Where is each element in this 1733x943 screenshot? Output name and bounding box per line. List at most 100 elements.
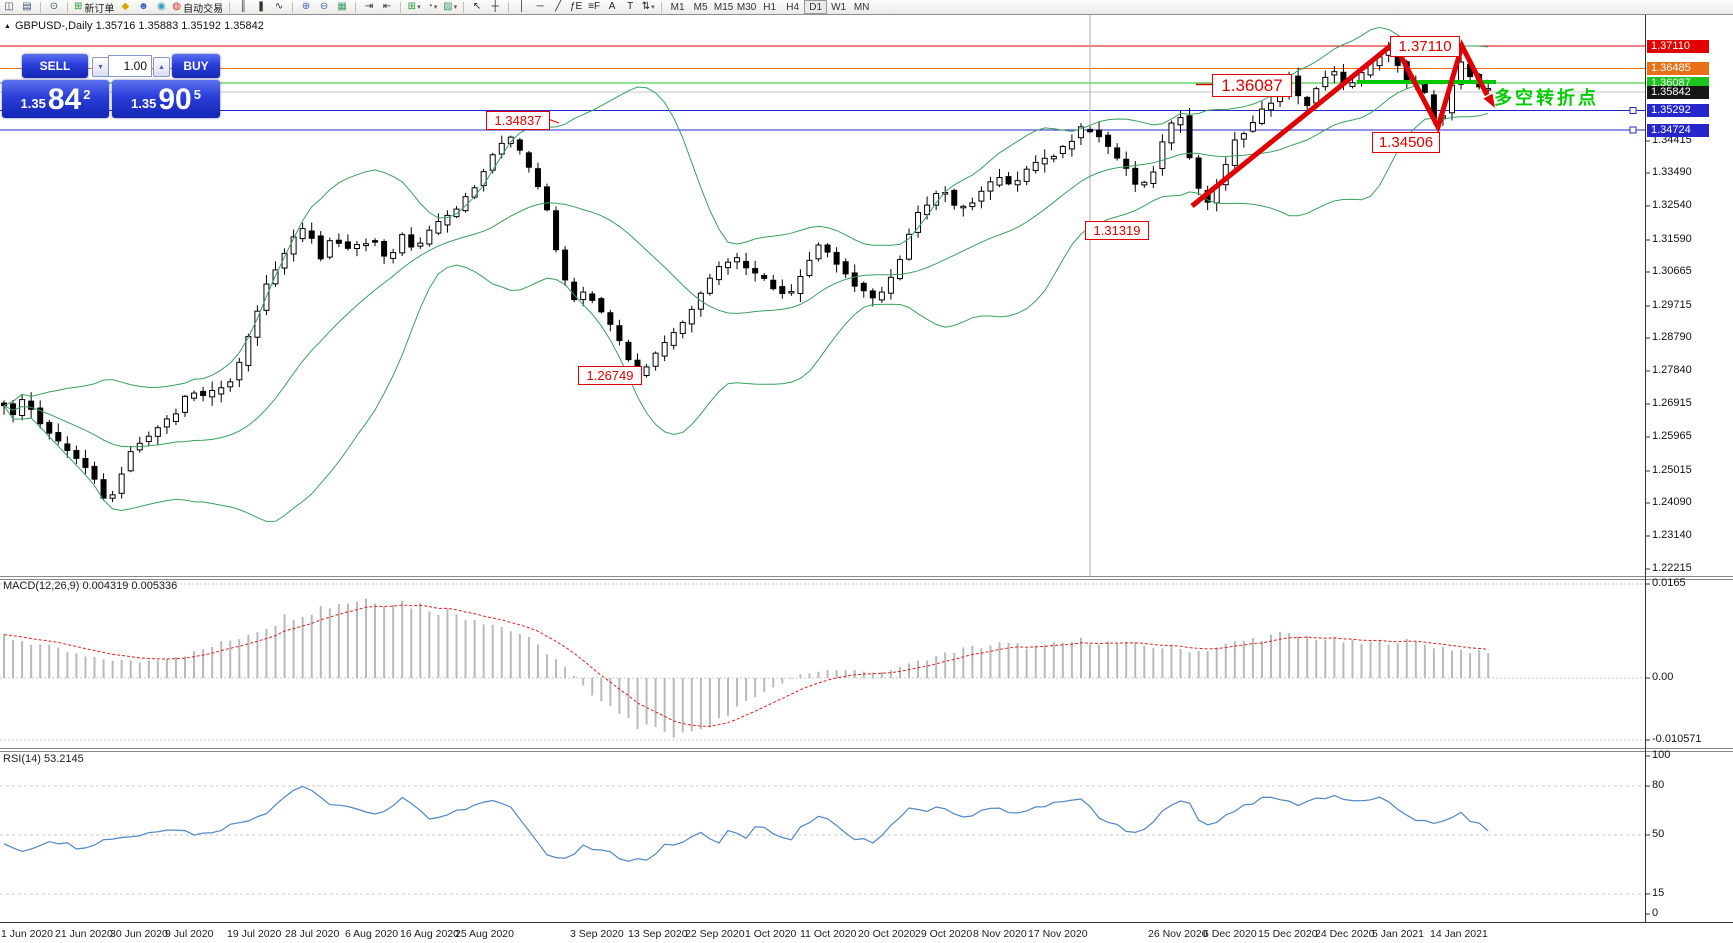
toolbar-group: ⊙ xyxy=(45,1,63,14)
chart-canvas[interactable] xyxy=(0,14,1733,943)
tile-windows-icon[interactable]: ▦ xyxy=(333,1,351,13)
date-axis-label: 25 Aug 2020 xyxy=(455,928,514,940)
annotation-cn-text[interactable]: 多空转折点 xyxy=(1494,88,1599,108)
auto-scroll-icon[interactable]: ⇤ xyxy=(378,1,396,13)
price-annotation-1.26749[interactable]: 1.26749 xyxy=(578,366,642,385)
candle-body xyxy=(399,234,406,254)
bar-chart-icon[interactable]: ║ xyxy=(234,1,252,13)
candle-body xyxy=(942,192,949,195)
new-order-button[interactable]: ⊞ 新订单 xyxy=(72,1,116,15)
fibonacci-icon[interactable]: ƒE xyxy=(567,1,585,13)
buy-button[interactable]: BUY xyxy=(172,54,220,78)
timeframe-m1[interactable]: M1 xyxy=(670,1,685,13)
date-axis-label: 6 Aug 2020 xyxy=(345,928,399,940)
candle-body xyxy=(616,325,623,342)
line-chart-icon[interactable]: ∿ xyxy=(270,1,288,13)
period-icon[interactable]: ◔ ▾ xyxy=(423,1,441,13)
date-axis-label: 1 Oct 2020 xyxy=(745,928,797,940)
cursor-icon-glyph: ↖ xyxy=(472,1,482,12)
timeframe-m5[interactable]: M5 xyxy=(693,1,708,13)
chart-area[interactable]: ▲ GBPUSD-,Daily 1.35716 1.35883 1.35192 … xyxy=(0,14,1733,943)
fibonacci-fan-icon[interactable]: ≡F xyxy=(585,1,603,13)
crosshair-icon[interactable]: ┼ xyxy=(486,1,504,13)
toolbar-separator xyxy=(67,1,68,13)
toolbar-separator xyxy=(463,1,465,13)
profiles-icon[interactable]: ▤ xyxy=(18,1,36,13)
timeframe-m15[interactable]: M15 xyxy=(713,1,734,13)
candle-body xyxy=(1458,61,1465,85)
bar-chart-icon-glyph: ║ xyxy=(239,1,247,12)
buy-price-button[interactable]: 1.35 90 5 xyxy=(112,80,220,118)
date-axis-label: 3 Sep 2020 xyxy=(570,928,624,940)
candle-body xyxy=(1168,122,1175,144)
new-chart-icon[interactable]: ◫ xyxy=(0,1,18,13)
candle-body xyxy=(924,204,931,216)
candle-body xyxy=(1132,167,1139,185)
sell-button[interactable]: SELL xyxy=(22,54,88,78)
main-pane[interactable] xyxy=(0,14,1645,576)
profiles-icon-glyph: ▤ xyxy=(22,1,32,12)
sell-price-button[interactable]: 1.35 84 2 xyxy=(2,80,109,118)
macd-pane[interactable] xyxy=(0,583,1645,741)
zoom-out-icon[interactable]: ⊖ xyxy=(315,1,333,13)
candle-body xyxy=(1249,121,1256,132)
candle-body xyxy=(1159,141,1166,169)
candle-body xyxy=(1331,71,1338,76)
contacts-icon[interactable]: ☻ xyxy=(134,1,152,13)
timeframe-m30[interactable]: M30 xyxy=(736,1,757,13)
volume-input[interactable]: 1.00 xyxy=(108,55,152,77)
price-annotation-1.31319[interactable]: 1.31319 xyxy=(1085,221,1149,240)
candle-body xyxy=(706,277,713,294)
chart-shift-icon[interactable]: ⇥ xyxy=(360,1,378,13)
timeframe-h1[interactable]: H1 xyxy=(763,1,777,13)
candle-body xyxy=(299,228,306,240)
candle-body xyxy=(607,312,614,325)
price-annotation-1.34837[interactable]: 1.34837 xyxy=(486,111,550,130)
candle-body xyxy=(471,187,478,198)
market-watch-icon[interactable]: ⊙ xyxy=(45,1,63,13)
autotrading-button[interactable]: ◍ 自动交易 xyxy=(170,1,225,15)
rsi-pane[interactable] xyxy=(0,785,1645,895)
template-icon[interactable]: ▨ ▾ xyxy=(441,1,459,13)
price-annotation-1.36087[interactable]: 1.36087 xyxy=(1212,74,1292,97)
toolbar-separator xyxy=(292,1,294,13)
candle-body xyxy=(661,342,668,357)
horizontal-line-icon[interactable]: ─ xyxy=(531,1,549,13)
price-annotation-1.34506[interactable]: 1.34506 xyxy=(1372,132,1440,153)
line-handle[interactable] xyxy=(1629,107,1637,114)
candle-body xyxy=(281,252,288,269)
timeframe-h4[interactable]: H4 xyxy=(786,1,800,13)
arrows-icon[interactable]: ⇅ ▾ xyxy=(639,1,657,13)
history-center-icon[interactable]: ◆ xyxy=(116,1,134,13)
vertical-line-icon[interactable]: │ xyxy=(513,1,531,13)
candle-body xyxy=(842,261,849,275)
rsi-indicator-label: RSI(14) 53.2145 xyxy=(3,753,84,765)
timeframe-w1[interactable]: W1 xyxy=(831,1,847,13)
axis-tick-label: 1.24090 xyxy=(1652,496,1692,508)
price-annotation-1.37110[interactable]: 1.37110 xyxy=(1390,36,1460,57)
candle-body xyxy=(752,268,759,274)
timeframe-d1[interactable]: D1 xyxy=(804,0,828,14)
toolbar-group: ⊕ ⊖ ▦ xyxy=(297,1,351,14)
toolbar-separator xyxy=(400,1,402,13)
timeframe-mn[interactable]: MN xyxy=(853,1,870,13)
axis-tick-label: 1.26915 xyxy=(1652,397,1692,409)
candle-body xyxy=(326,240,333,258)
line-handle[interactable] xyxy=(1629,126,1637,134)
zigzag-arrow[interactable] xyxy=(1190,39,1490,208)
text-icon[interactable]: A xyxy=(603,1,621,13)
candlestick-chart-icon[interactable]: ❚ xyxy=(252,1,270,13)
candle-body xyxy=(670,332,677,346)
add-indicator-icon[interactable]: ⊞ ▾ xyxy=(405,1,423,13)
volume-decrease-button[interactable]: ▼ xyxy=(92,57,109,77)
volume-increase-button[interactable]: ▲ xyxy=(153,57,170,77)
signals-icon[interactable]: ◉ xyxy=(152,1,170,13)
collapse-triangle-icon[interactable]: ▲ xyxy=(4,22,11,30)
zoom-in-icon[interactable]: ⊕ xyxy=(297,1,315,13)
trendline-icon[interactable]: ╱ xyxy=(549,1,567,13)
candle-body xyxy=(1014,180,1021,186)
text-label-icon[interactable]: T xyxy=(621,1,639,13)
new-order-button-label: 新订单 xyxy=(84,3,115,15)
cursor-icon[interactable]: ↖ xyxy=(468,1,486,13)
candle-body xyxy=(73,450,80,459)
